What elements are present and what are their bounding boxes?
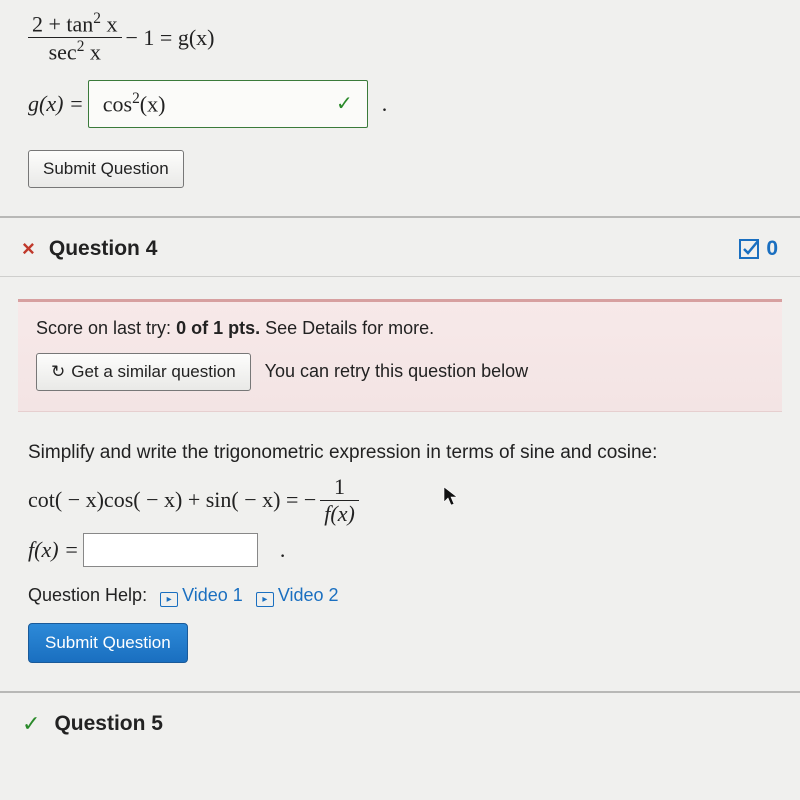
question-title: Question 5 xyxy=(54,712,163,736)
score-prefix: Score on last try: xyxy=(36,318,176,338)
video-2-label: Video 2 xyxy=(278,585,339,605)
answer-a: cos xyxy=(103,91,132,116)
answer-input-correct[interactable]: cos2(x) ✓ xyxy=(88,80,368,128)
question-4-header[interactable]: × Question 4 0 xyxy=(0,218,800,277)
question-prompt: Simplify and write the trigonometric exp… xyxy=(28,442,772,464)
video-1-label: Video 1 xyxy=(182,585,243,605)
score-line: Score on last try: 0 of 1 pts. See Detai… xyxy=(36,318,764,339)
video-1-link[interactable]: ▸ Video 1 xyxy=(160,585,248,605)
frac-num: 1 xyxy=(320,474,359,501)
denominator-var: x xyxy=(84,40,101,65)
question-3-body: 2 + tan2 x sec2 x − 1 = g(x) g(x) = cos2… xyxy=(0,0,800,206)
question-help-row: Question Help: ▸ Video 1 ▸ Video 2 xyxy=(28,585,772,607)
play-icon: ▸ xyxy=(256,592,274,607)
answer-row-q4: f(x) = . xyxy=(28,533,772,567)
feedback-panel: Score on last try: 0 of 1 pts. See Detai… xyxy=(18,299,782,412)
numerator-a: 2 + tan xyxy=(32,11,93,36)
denominator-a: sec xyxy=(49,40,77,65)
similar-label: Get a similar question xyxy=(71,362,235,381)
score-text: 0 xyxy=(766,237,778,261)
answer-input[interactable] xyxy=(83,533,258,567)
retry-text: You can retry this question below xyxy=(265,361,529,382)
answer-label-q4: f(x) = xyxy=(28,537,79,563)
answer-row: g(x) = cos2(x) ✓ . xyxy=(28,80,772,128)
checkbox-icon xyxy=(738,238,760,260)
score-suffix: See Details for more. xyxy=(260,318,434,338)
help-label: Question Help: xyxy=(28,585,147,605)
frac-den: f(x) xyxy=(320,501,359,527)
refresh-icon: ↻ xyxy=(51,362,65,382)
score-badge[interactable]: 0 xyxy=(738,237,778,261)
numerator-var: x xyxy=(101,11,118,36)
question-4-body: Simplify and write the trigonometric exp… xyxy=(0,436,800,681)
similar-question-button[interactable]: ↻ Get a similar question xyxy=(36,353,251,391)
play-icon: ▸ xyxy=(160,592,178,607)
answer-exp: 2 xyxy=(132,90,140,107)
fraction: 2 + tan2 x sec2 x xyxy=(28,10,122,66)
video-2-link[interactable]: ▸ Video 2 xyxy=(256,585,339,605)
equation-display: 2 + tan2 x sec2 x − 1 = g(x) xyxy=(28,10,772,66)
submit-question-button[interactable]: Submit Question xyxy=(28,623,188,663)
expression-left: cot( − x)cos( − x) + sin( − x) = − xyxy=(28,487,316,513)
cursor-icon xyxy=(443,486,459,514)
expression-row: cot( − x)cos( − x) + sin( − x) = − 1 f(x… xyxy=(28,474,772,527)
period: . xyxy=(382,91,388,117)
answer-label: g(x) = xyxy=(28,91,84,117)
expression-fraction: 1 f(x) xyxy=(320,474,359,527)
score-bold: 0 of 1 pts. xyxy=(176,318,260,338)
check-icon: ✓ xyxy=(336,91,353,116)
period-q4: . xyxy=(280,537,286,563)
question-5-header[interactable]: ✓ Question 5 xyxy=(0,693,800,741)
answer-b: (x) xyxy=(140,91,166,116)
submit-question-button[interactable]: Submit Question xyxy=(28,150,184,188)
equation-tail: − 1 = g(x) xyxy=(126,25,215,51)
numerator-exp: 2 xyxy=(93,10,101,27)
question-title: Question 4 xyxy=(49,237,158,261)
incorrect-icon: × xyxy=(22,236,35,262)
correct-icon: ✓ xyxy=(22,711,40,737)
